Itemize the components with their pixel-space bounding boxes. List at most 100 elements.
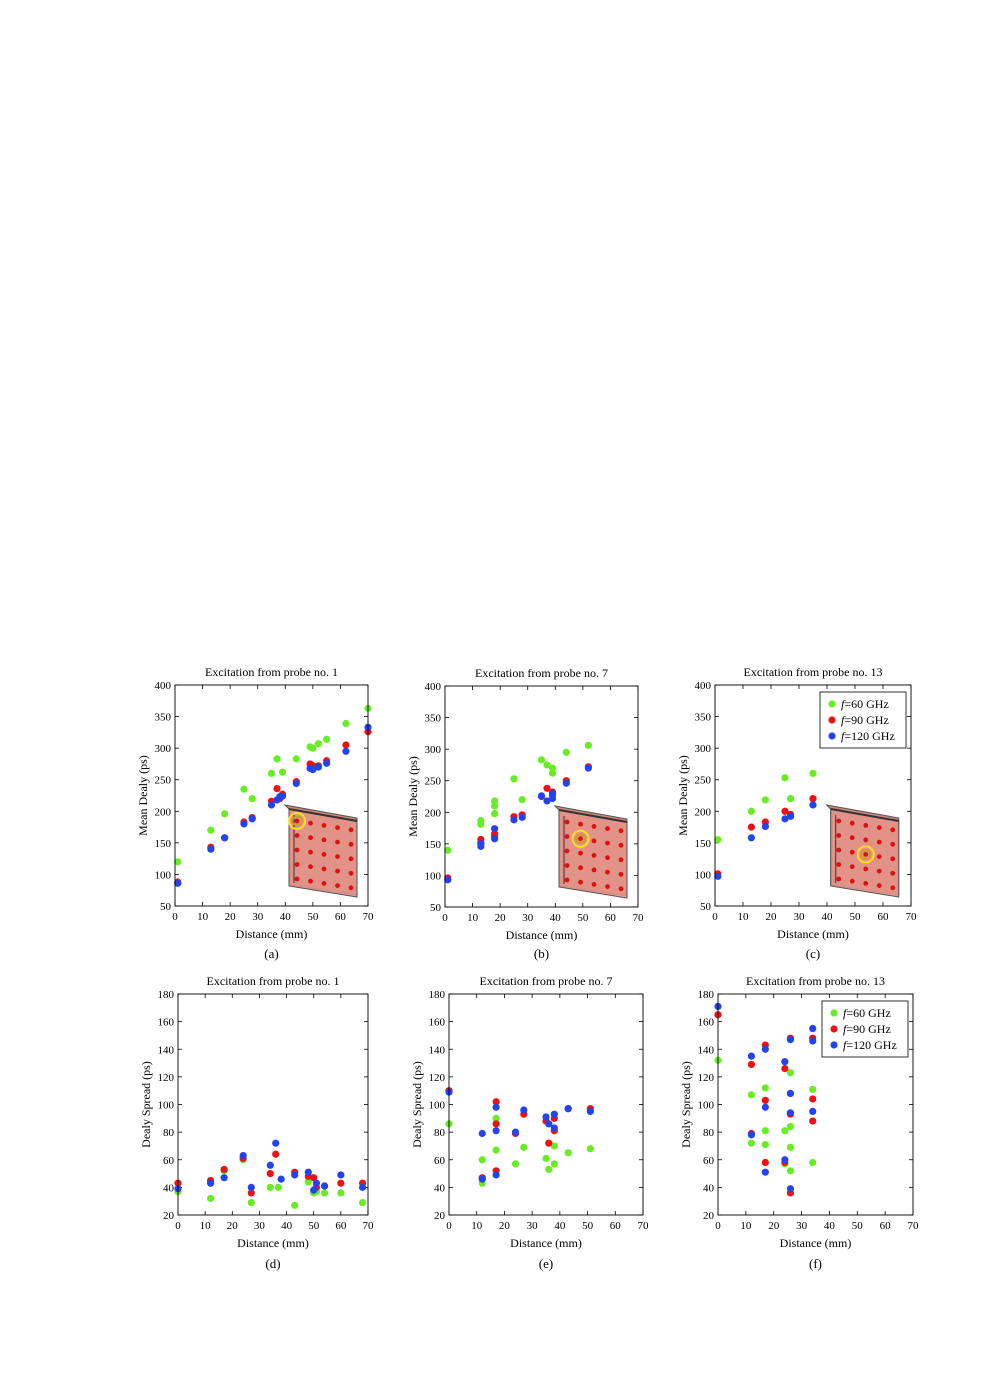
inset-probe-dot: [321, 837, 327, 843]
inset-probe-dot: [863, 881, 869, 886]
data-point: [550, 1124, 558, 1132]
data-point: [809, 1107, 817, 1116]
legend-label: =90 GHz: [844, 713, 888, 727]
data-point: [272, 1139, 280, 1147]
data-point: [478, 1156, 486, 1164]
data-point: [786, 1035, 795, 1044]
data-point: [220, 1174, 228, 1182]
data-point: [586, 1107, 594, 1116]
data-point: [491, 825, 499, 833]
data-point: [786, 1167, 795, 1175]
data-point: [781, 1058, 789, 1066]
inset-probe-dot: [618, 871, 624, 877]
plot-frame: [174, 684, 369, 907]
data-point: [310, 1186, 318, 1194]
data-point: [239, 1152, 247, 1160]
data-point: [548, 794, 557, 802]
chart-title: Excitation from probe no. 7: [475, 666, 608, 680]
series-green: [444, 741, 592, 854]
data-point: [492, 1114, 500, 1122]
data-point: [478, 1175, 486, 1183]
x-tick-label: 10: [738, 911, 750, 923]
inset-probe-dot: [890, 885, 896, 891]
data-point: [781, 774, 789, 782]
data-point: [492, 1103, 500, 1111]
inset-probe-dot: [578, 850, 583, 856]
inset-probe-dot: [836, 876, 842, 882]
chart-a: Excitation from probe no. 1 0 10 20 30 40 50 60…: [136, 665, 374, 961]
panel-caption: (c): [806, 946, 820, 961]
data-point: [786, 1109, 795, 1117]
y-axis-title: Mean Dealy (ps): [676, 755, 690, 836]
legend-label: =90 GHz: [846, 1022, 890, 1036]
inset-probe-dot: [591, 838, 597, 844]
data-point: [781, 1064, 789, 1073]
y-tick-label: 50: [430, 902, 442, 914]
y-tick-label: 140: [698, 1044, 715, 1056]
chart-f: Excitation from probe no. 13 0 10 20 30 40 50 6…: [679, 974, 919, 1271]
x-tick-label: 20: [495, 912, 507, 924]
data-point: [267, 801, 276, 809]
panel-caption: (a): [264, 946, 278, 961]
data-point: [781, 1156, 789, 1164]
x-tick-label: 30: [252, 911, 264, 923]
data-point: [221, 810, 229, 818]
y-tick-label: 50: [160, 901, 172, 913]
data-point: [337, 1179, 345, 1187]
x-tick-label: 40: [280, 911, 292, 923]
data-point: [277, 1175, 285, 1183]
inset-probe-dot: [890, 856, 896, 862]
series-blue: [714, 801, 817, 880]
inset-probe-dot: [564, 834, 570, 839]
y-tick-label: 200: [695, 806, 712, 818]
y-tick-label: 350: [695, 712, 712, 724]
data-point: [550, 1110, 558, 1118]
inset-panel-top-edge: [288, 808, 358, 822]
x-tick-label: 30: [254, 1220, 266, 1232]
y-tick-label: 400: [425, 681, 442, 693]
x-tick-label: 10: [197, 911, 209, 923]
data-point: [809, 801, 817, 809]
y-tick-label: 80: [434, 1127, 446, 1139]
inset-probe-dot: [335, 825, 340, 830]
inset-probe-dot: [849, 835, 855, 841]
data-point: [337, 1171, 345, 1179]
x-tick-label: 60: [605, 912, 617, 924]
chart-title: Excitation from probe no. 1: [205, 665, 338, 679]
x-tick-label: 70: [363, 911, 375, 923]
data-point: [714, 836, 722, 844]
x-tick-label: 40: [281, 1220, 293, 1232]
legend-prefix: f: [843, 1006, 848, 1020]
legend-label: =120 GHz: [844, 729, 894, 743]
y-tick-label: 20: [163, 1210, 175, 1222]
x-tick-label: 30: [796, 1220, 808, 1232]
data-point: [747, 807, 756, 815]
data-point: [747, 1060, 756, 1069]
data-point: [278, 768, 287, 776]
data-point: [240, 820, 248, 828]
chart-d: Excitation from probe no. 1 0 10 20 30 40 50 60…: [139, 974, 374, 1271]
x-tick-label: 70: [908, 1220, 920, 1232]
x-tick-label: 20: [227, 1220, 239, 1232]
x-tick-label: 30: [522, 912, 534, 924]
data-point: [314, 763, 322, 771]
x-tick-label: 70: [633, 912, 645, 924]
legend-label: =120 GHz: [846, 1038, 896, 1052]
y-tick-label: 200: [425, 807, 442, 819]
x-tick-label: 50: [577, 912, 589, 924]
data-point: [310, 1174, 318, 1182]
inset-probe-dot: [564, 848, 570, 854]
data-point: [761, 1127, 769, 1135]
data-point: [543, 784, 551, 792]
excited-probe-ring: [571, 829, 590, 848]
data-point: [273, 784, 281, 793]
y-tick-label: 180: [429, 989, 446, 1001]
inset-panel-1: [553, 805, 628, 899]
data-point: [510, 775, 518, 783]
data-point: [492, 1146, 500, 1154]
inset-probe-dot: [618, 828, 624, 834]
x-tick-label: 60: [335, 911, 347, 923]
data-point: [272, 1150, 280, 1158]
x-tick-label: 70: [363, 1220, 375, 1232]
